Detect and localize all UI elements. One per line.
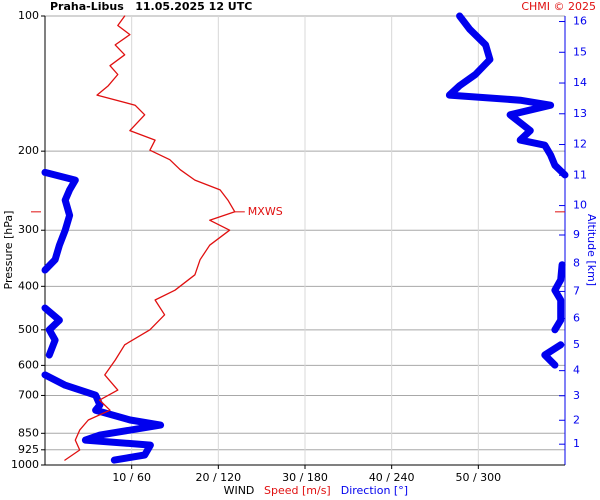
y2-axis-label: Altitude [km]	[585, 214, 598, 286]
y-tick-label: 500	[18, 323, 39, 336]
y-tick-label: 850	[18, 426, 39, 439]
speed-line	[64, 15, 236, 461]
chart-title: Praha-Libus 11.05.2025 12 UTC	[50, 0, 252, 13]
y2-tick-label: 5	[573, 338, 580, 351]
x-tick-label: 40 / 240	[369, 471, 415, 484]
credit: CHMI © 2025	[521, 0, 596, 13]
y-tick-label: 400	[18, 279, 39, 292]
y2-tick-label: 14	[573, 76, 587, 89]
y-axis-label: Pressure [hPa]	[2, 211, 15, 290]
y-tick-label: 600	[18, 358, 39, 371]
y2-tick-label: 10	[573, 199, 587, 212]
y2-tick-label: 9	[573, 228, 580, 241]
x-axis-label: WIND	[224, 484, 255, 497]
y2-tick-label: 16	[573, 15, 587, 28]
y-tick-label: 1000	[11, 458, 39, 471]
y2-tick-label: 8	[573, 257, 580, 270]
y-tick-label: 700	[18, 388, 39, 401]
y2-tick-label: 2	[573, 413, 580, 426]
y2-tick-label: 12	[573, 138, 587, 151]
x-tick-label: 20 / 120	[195, 471, 241, 484]
legend-entry: Direction [°]	[341, 484, 408, 497]
direction-line	[41, 12, 569, 464]
y-tick-label: 925	[18, 443, 39, 456]
annotation-label: MXWS	[248, 205, 283, 218]
y2-tick-label: 13	[573, 107, 587, 120]
y-tick-label: 300	[18, 223, 39, 236]
y2-tick-label: 3	[573, 389, 580, 402]
y2-tick-label: 11	[573, 168, 587, 181]
y-tick-label: 100	[18, 9, 39, 22]
legend-entry: Speed [m/s]	[264, 484, 331, 497]
y2-tick-label: 7	[573, 284, 580, 297]
y2-tick-label: 6	[573, 312, 580, 325]
y2-tick-label: 4	[573, 364, 580, 377]
y2-tick-label: 1	[573, 437, 580, 450]
y-tick-label: 200	[18, 144, 39, 157]
x-tick-label: 50 / 300	[455, 471, 501, 484]
x-tick-label: 30 / 180	[282, 471, 328, 484]
x-tick-label: 10 / 60	[112, 471, 151, 484]
y2-tick-label: 15	[573, 45, 587, 58]
